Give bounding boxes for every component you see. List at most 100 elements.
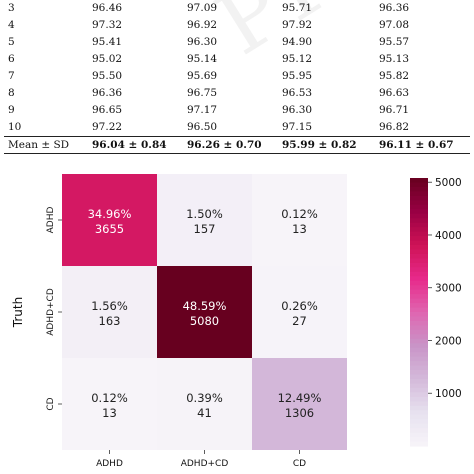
value-cell: 96.63 bbox=[379, 87, 410, 99]
value-cell: 97.08 bbox=[379, 19, 410, 31]
cell-count-label: 5080 bbox=[190, 314, 219, 328]
table-row: 8 96.36 96.75 96.53 96.63 bbox=[0, 85, 474, 101]
heatmap-cell bbox=[252, 266, 347, 358]
y-tick-label: ADHD+CD bbox=[46, 288, 56, 336]
colorbar-segment bbox=[410, 361, 428, 367]
value-cell: 97.92 bbox=[282, 19, 313, 31]
colorbar-segment bbox=[410, 437, 428, 443]
colorbar-segment bbox=[410, 191, 428, 197]
colorbar-segment bbox=[410, 334, 428, 340]
colorbar-segment bbox=[410, 370, 428, 376]
value-cell: 95.82 bbox=[379, 70, 410, 82]
value-cell: 96.65 bbox=[92, 104, 123, 116]
colorbar-tick-label: 3000 bbox=[435, 283, 462, 295]
cell-percent-label: 0.39% bbox=[186, 391, 223, 405]
colorbar-segment bbox=[410, 365, 428, 371]
table-mean-row: Mean ± SD 96.04 ± 0.84 96.26 ± 0.70 95.99 ±… bbox=[0, 137, 474, 153]
table-rule bbox=[4, 136, 470, 137]
table-row: 7 95.50 95.69 95.95 95.82 bbox=[0, 68, 474, 84]
fold-cell: 8 bbox=[8, 87, 15, 99]
heatmap-cell bbox=[62, 174, 157, 266]
colorbar-segment bbox=[410, 401, 428, 407]
value-cell: 96.92 bbox=[187, 19, 218, 31]
colorbar-segment bbox=[410, 338, 428, 344]
fold-cell: 5 bbox=[8, 36, 15, 48]
value-cell: 95.02 bbox=[92, 53, 123, 65]
colorbar-segment bbox=[410, 182, 428, 188]
colorbar-segment bbox=[410, 414, 428, 420]
value-cell: 95.13 bbox=[379, 53, 410, 65]
results-table: 3 96.46 97.09 95.71 96.36 4 97.32 96.92 97.92 97.… bbox=[0, 0, 474, 160]
colorbar-tick-label: 2000 bbox=[435, 335, 462, 347]
value-cell: 95.71 bbox=[282, 2, 313, 14]
fold-cell: 9 bbox=[8, 104, 15, 116]
colorbar-segment bbox=[410, 387, 428, 393]
x-tick-label: CD bbox=[293, 459, 306, 469]
value-cell: 97.09 bbox=[187, 2, 218, 14]
heatmap-cell bbox=[62, 266, 157, 358]
cell-percent-label: 0.12% bbox=[281, 207, 318, 221]
table-row: 5 95.41 96.30 94.90 95.57 bbox=[0, 34, 474, 50]
table-row: 6 95.02 95.14 95.12 95.13 bbox=[0, 51, 474, 67]
cell-percent-label: 1.56% bbox=[91, 299, 128, 313]
cell-count-label: 13 bbox=[102, 406, 117, 420]
cell-percent-label: 12.49% bbox=[278, 391, 322, 405]
colorbar-segment bbox=[410, 253, 428, 259]
colorbar-segment bbox=[410, 329, 428, 335]
table-rule bbox=[4, 153, 470, 154]
cell-percent-label: 34.96% bbox=[88, 207, 132, 221]
x-tick-label: ADHD bbox=[96, 459, 123, 469]
value-cell: 94.90 bbox=[282, 36, 313, 48]
value-cell: 97.15 bbox=[282, 121, 313, 133]
value-cell: 96.50 bbox=[187, 121, 218, 133]
value-cell: 96.30 bbox=[282, 104, 313, 116]
mean-value: 96.26 ± 0.70 bbox=[187, 139, 262, 151]
colorbar-segment bbox=[410, 289, 428, 295]
colorbar-segment bbox=[410, 410, 428, 416]
heatmap-cell bbox=[157, 266, 252, 358]
mean-label: Mean ± SD bbox=[8, 139, 70, 151]
value-cell: 96.36 bbox=[379, 2, 410, 14]
colorbar-segment bbox=[410, 374, 428, 380]
colorbar-segment bbox=[410, 316, 428, 322]
cell-count-label: 1306 bbox=[285, 406, 314, 420]
colorbar-segment bbox=[410, 285, 428, 291]
colorbar-segment bbox=[410, 271, 428, 277]
mean-value: 96.11 ± 0.67 bbox=[379, 139, 454, 151]
value-cell: 96.53 bbox=[282, 87, 313, 99]
value-cell: 96.71 bbox=[379, 104, 410, 116]
colorbar-tick-label: 1000 bbox=[435, 388, 462, 400]
cell-percent-label: 0.12% bbox=[91, 391, 128, 405]
value-cell: 95.12 bbox=[282, 53, 313, 65]
cell-count-label: 41 bbox=[197, 406, 212, 420]
colorbar-segment bbox=[410, 303, 428, 309]
colorbar-segment bbox=[410, 405, 428, 411]
colorbar-segment bbox=[410, 186, 428, 192]
value-cell: 96.46 bbox=[92, 2, 123, 14]
colorbar-segment bbox=[410, 222, 428, 228]
colorbar-segment bbox=[410, 423, 428, 429]
table-row: 4 97.32 96.92 97.92 97.08 bbox=[0, 17, 474, 33]
y-tick-label: CD bbox=[46, 397, 56, 410]
value-cell: 97.22 bbox=[92, 121, 123, 133]
x-tick-label: ADHD+CD bbox=[181, 459, 229, 469]
colorbar-segment bbox=[410, 200, 428, 206]
colorbar-segment bbox=[410, 245, 428, 251]
value-cell: 96.82 bbox=[379, 121, 410, 133]
value-cell: 95.50 bbox=[92, 70, 123, 82]
heatmap-cell bbox=[157, 174, 252, 266]
colorbar-segment bbox=[410, 258, 428, 264]
heatmap-cell bbox=[157, 358, 252, 450]
colorbar-segment bbox=[410, 383, 428, 389]
colorbar-segment bbox=[410, 312, 428, 318]
colorbar-segment bbox=[410, 307, 428, 313]
cell-count-label: 3655 bbox=[95, 222, 124, 236]
colorbar-segment bbox=[410, 379, 428, 385]
heatmap-cell bbox=[62, 358, 157, 450]
colorbar-segment bbox=[410, 240, 428, 246]
colorbar-segment bbox=[410, 352, 428, 358]
colorbar-segment bbox=[410, 325, 428, 331]
colorbar-segment bbox=[410, 320, 428, 326]
fold-cell: 6 bbox=[8, 53, 15, 65]
colorbar-segment bbox=[410, 227, 428, 233]
